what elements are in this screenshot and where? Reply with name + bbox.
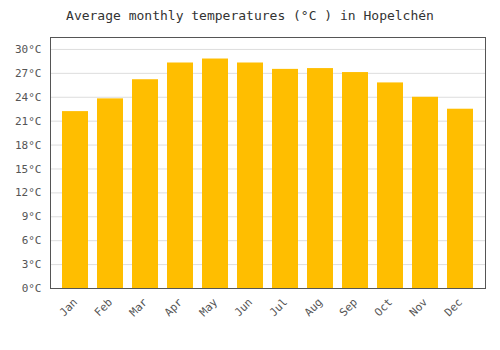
svg-text:12°C: 12°C xyxy=(15,186,42,199)
svg-text:18°C: 18°C xyxy=(15,139,42,152)
svg-text:Apr: Apr xyxy=(162,295,186,319)
svg-text:6°C: 6°C xyxy=(22,234,42,247)
svg-text:Nov: Nov xyxy=(407,295,431,319)
svg-text:Mar: Mar xyxy=(127,295,151,319)
svg-text:Jul: Jul xyxy=(267,296,290,319)
svg-text:Dec: Dec xyxy=(442,296,465,319)
svg-text:0°C: 0°C xyxy=(22,282,42,295)
svg-text:Jun: Jun xyxy=(232,296,255,319)
svg-text:15°C: 15°C xyxy=(15,162,42,175)
svg-text:3°C: 3°C xyxy=(22,258,42,271)
svg-text:21°C: 21°C xyxy=(15,115,42,128)
html-text:Average monthly temperatures (: Average monthly temperatures (°C ) in Ho… xyxy=(66,8,434,23)
svg-text:May: May xyxy=(197,295,221,319)
svg-text:Sep: Sep xyxy=(337,296,360,319)
svg-text:27°C: 27°C xyxy=(15,67,42,80)
svg-text:Feb: Feb xyxy=(92,296,115,319)
svg-text:24°C: 24°C xyxy=(15,91,42,104)
svg-text:9°C: 9°C xyxy=(22,210,42,223)
svg-text:Aug: Aug xyxy=(302,296,325,319)
svg-text:Oct: Oct xyxy=(372,296,395,319)
svg-text:30°C: 30°C xyxy=(15,43,42,56)
svg-text:Jan: Jan xyxy=(57,296,80,319)
